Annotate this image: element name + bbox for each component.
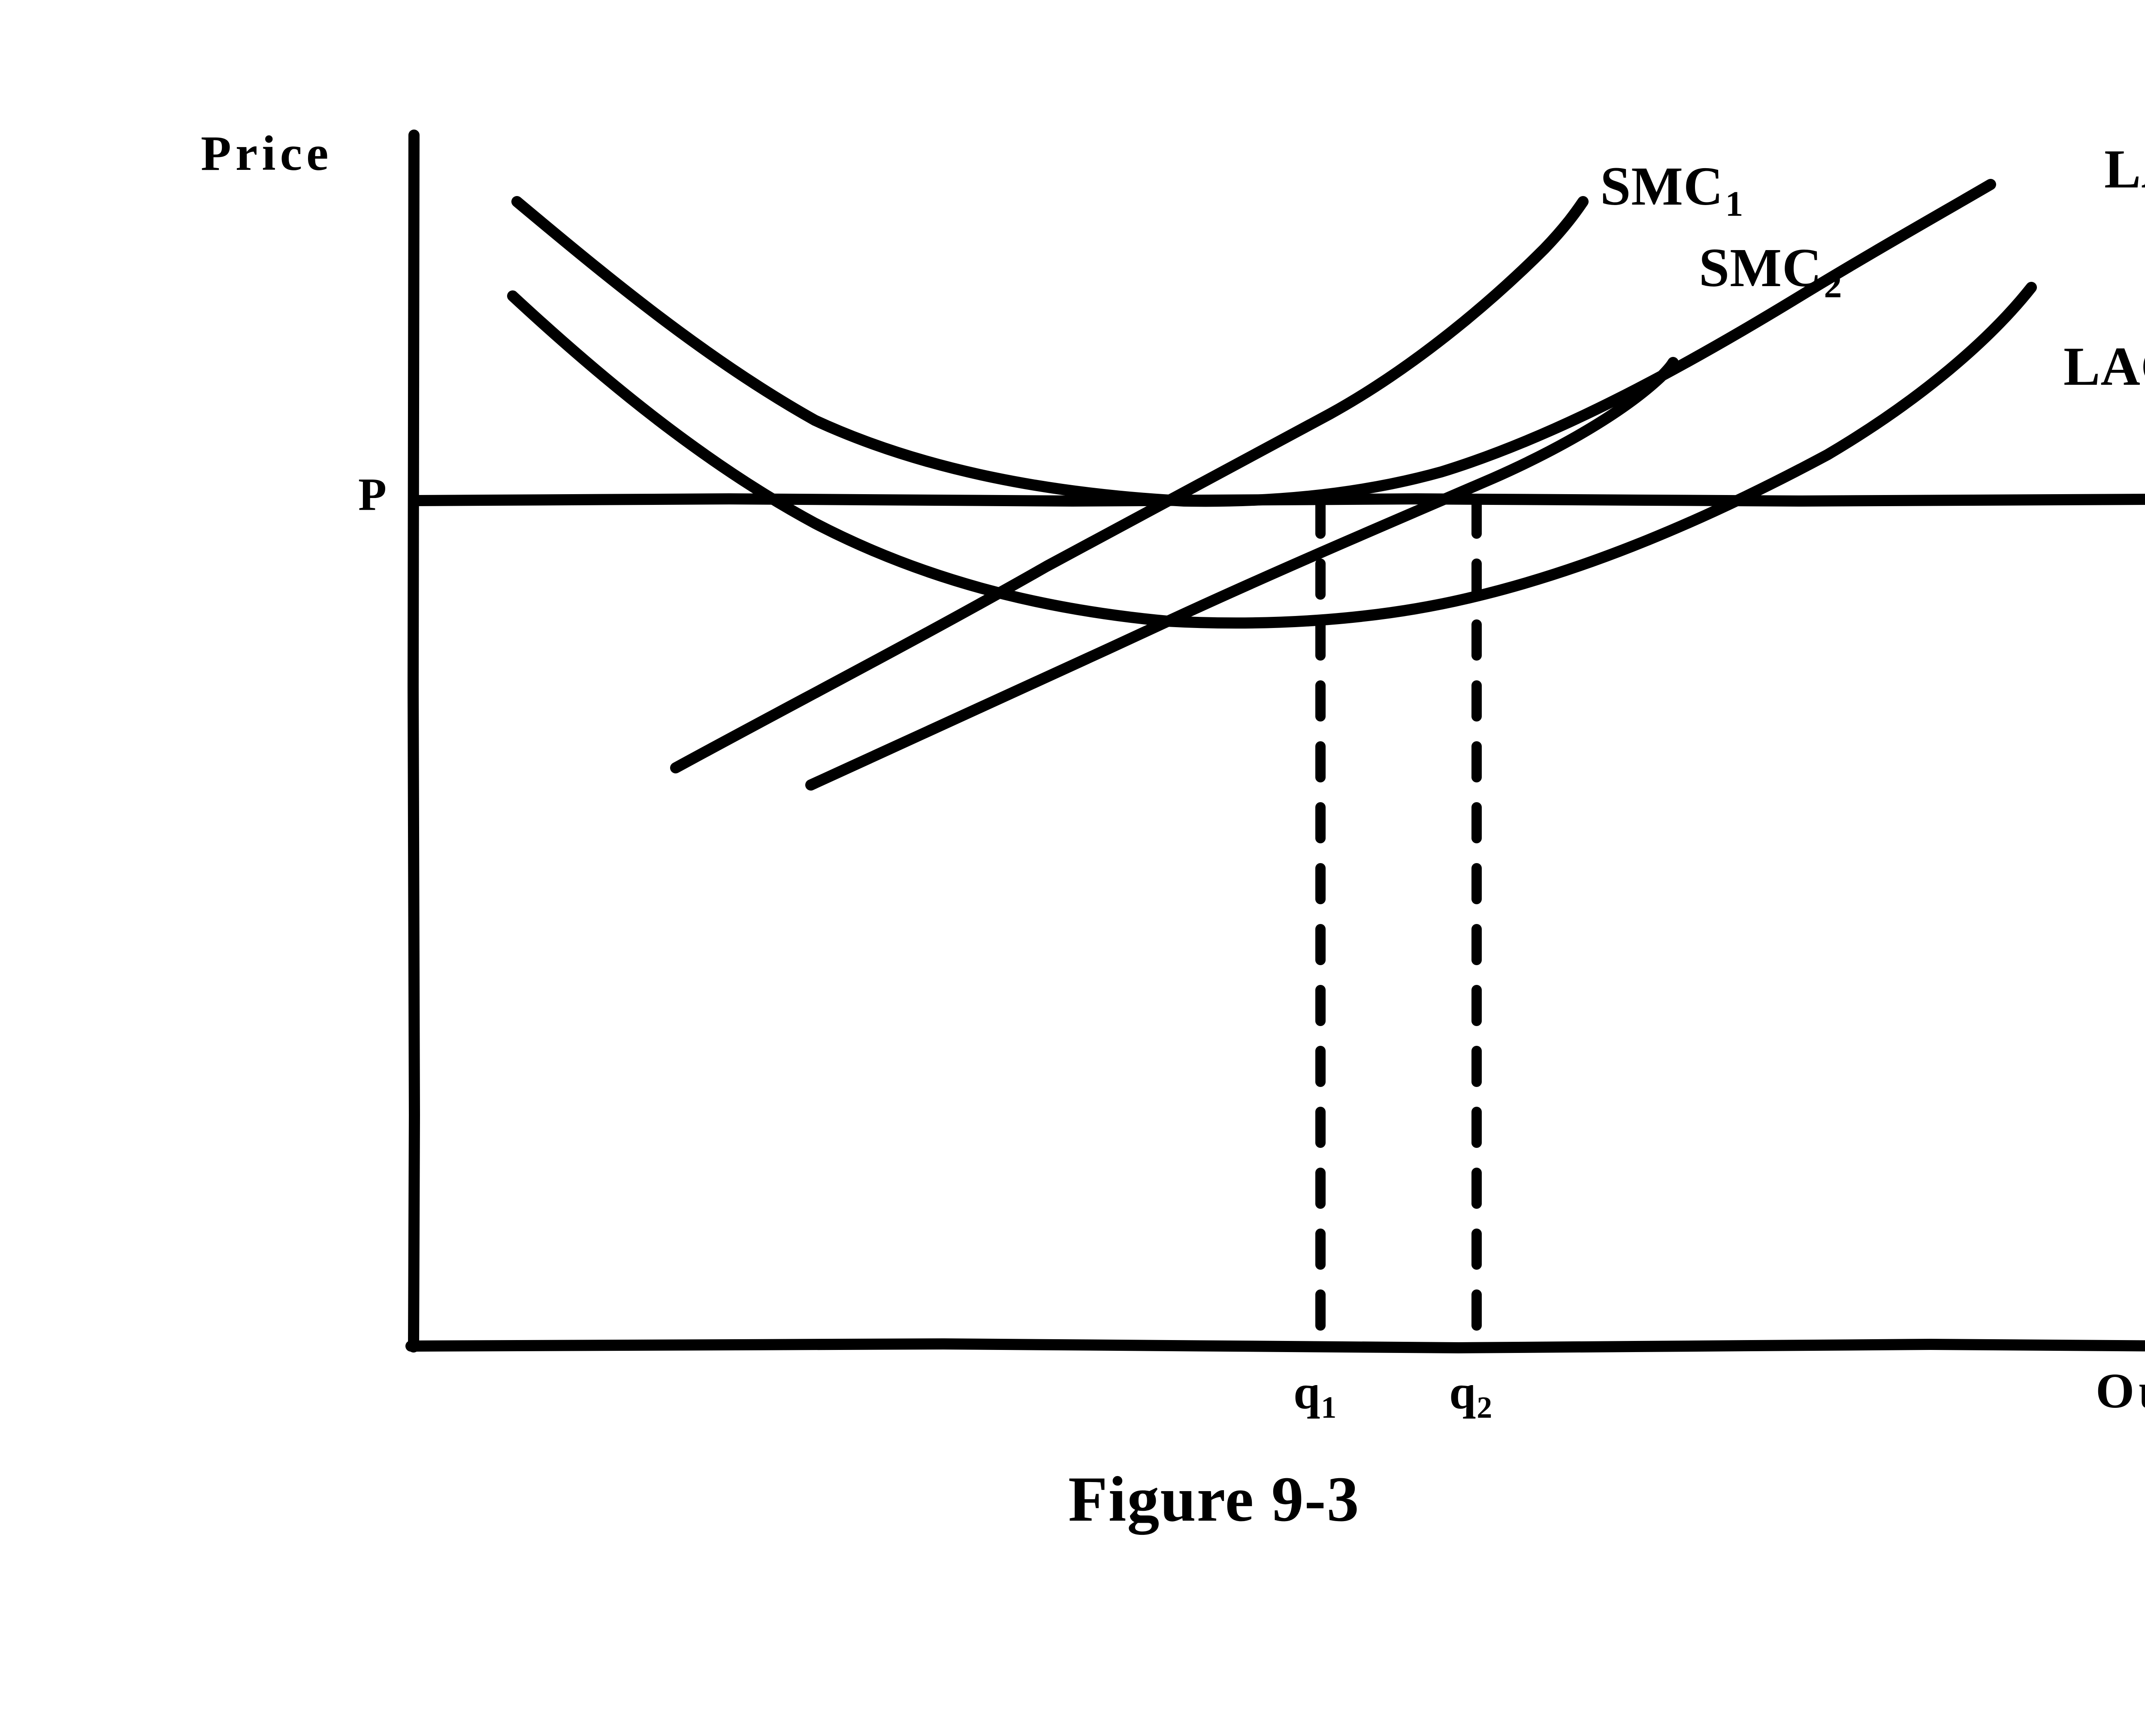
smc2-label-subscript: 2 [1824, 266, 1843, 305]
lac2-curve [507, 282, 2037, 629]
q1-tick-base: q [1293, 1366, 1320, 1419]
smc1-label-base: SMC [1600, 156, 1724, 217]
y-axis [407, 130, 420, 1353]
smc1-label-subscript: 1 [1725, 184, 1744, 224]
smc2-label-base: SMC [1699, 237, 1822, 298]
q2-tick-label: q2 [1449, 1366, 1492, 1423]
x-axis [405, 1338, 2145, 1354]
price-level-label: P [358, 469, 387, 520]
x-axis-title: Output [2096, 1364, 2145, 1419]
q1-tick-subscript: 1 [1321, 1390, 1337, 1425]
lac2-label: LAC2 [2063, 339, 2145, 394]
lac1-label-base: LAC [2104, 139, 2145, 199]
lac1-label: LAC1 [2104, 142, 2145, 196]
y-axis-title: Price [201, 126, 333, 181]
q2-tick-base: q [1449, 1366, 1476, 1419]
lac1-curve [511, 179, 1996, 507]
price-line [408, 493, 2145, 507]
smc2-curve [805, 357, 1679, 791]
smc2-label: SMC2 [1699, 237, 1842, 304]
q1-tick-label: q1 [1293, 1366, 1336, 1423]
smc1-curve [670, 196, 1589, 773]
lac2-label-base: LAC [2063, 336, 2145, 397]
figure-caption: Figure 9-3 [1068, 1464, 1360, 1535]
q2-tick-subscript: 2 [1477, 1390, 1492, 1425]
smc1-label: SMC1 [1600, 156, 1743, 222]
